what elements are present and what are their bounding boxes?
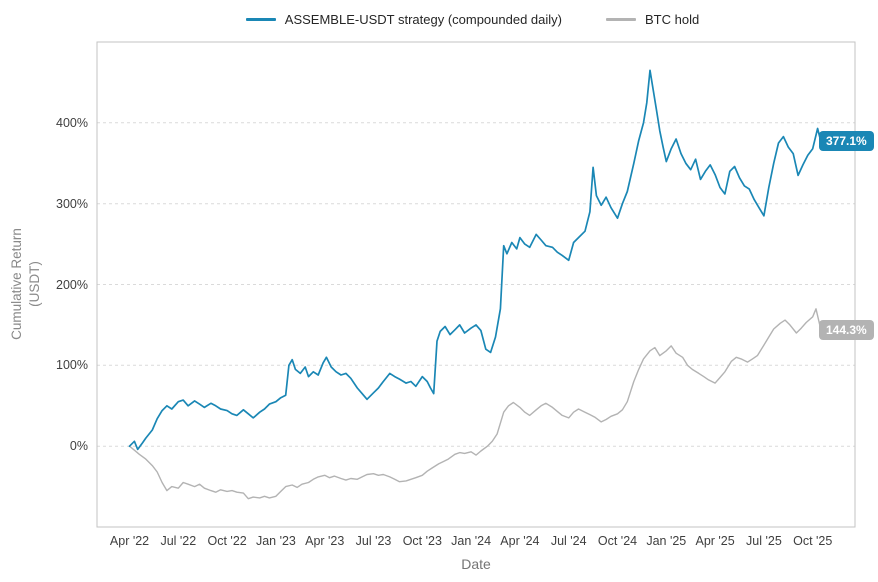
btc-final-value-badge: 144.3%	[819, 319, 874, 340]
legend: ASSEMBLE-USDT strategy (compounded daily…	[67, 12, 878, 27]
x-tick-label: Oct '22	[207, 534, 247, 548]
x-tick-label: Apr '25	[695, 534, 735, 548]
x-tick-label: Oct '23	[402, 534, 442, 548]
x-tick-label: Jul '24	[550, 534, 587, 548]
strategy-final-value-badge: 377.1%	[819, 131, 874, 152]
x-tick-label: Jan '24	[451, 534, 492, 548]
x-tick-label: Oct '24	[597, 534, 638, 548]
strategy-line	[128, 69, 822, 451]
x-tick-label: Jul '23	[355, 534, 392, 548]
x-tick-label: Jan '25	[646, 534, 687, 548]
strategy-line-swatch-icon	[245, 18, 276, 21]
x-tick-label: Apr '22	[109, 534, 150, 548]
x-tick-label: Jan '23	[255, 534, 296, 548]
legend-item-strategy: ASSEMBLE-USDT strategy (compounded daily…	[245, 12, 562, 27]
legend-label-btc: BTC hold	[645, 12, 700, 27]
x-tick-label: Jul '25	[746, 534, 782, 548]
y-tick-label: 100%	[56, 358, 88, 373]
btc-line-swatch-icon	[606, 18, 636, 21]
y-tick-label: 0%	[69, 439, 88, 454]
y-tick-label: 300%	[56, 196, 88, 211]
x-tick-label: Oct '25	[793, 534, 833, 548]
y-tick-label: 400%	[56, 115, 88, 130]
x-axis-label: Date	[461, 556, 491, 572]
legend-label-strategy: ASSEMBLE-USDT strategy (compounded daily…	[284, 12, 562, 27]
x-tick-label: Apr '23	[305, 534, 345, 548]
legend-item-btc: BTC hold	[606, 12, 699, 27]
btc-hold-line	[128, 308, 822, 500]
plot-border	[96, 41, 856, 528]
y-tick-label: 200%	[56, 277, 88, 292]
x-tick-label: Jul '22	[160, 534, 197, 548]
x-tick-label: Apr '24	[500, 534, 540, 548]
